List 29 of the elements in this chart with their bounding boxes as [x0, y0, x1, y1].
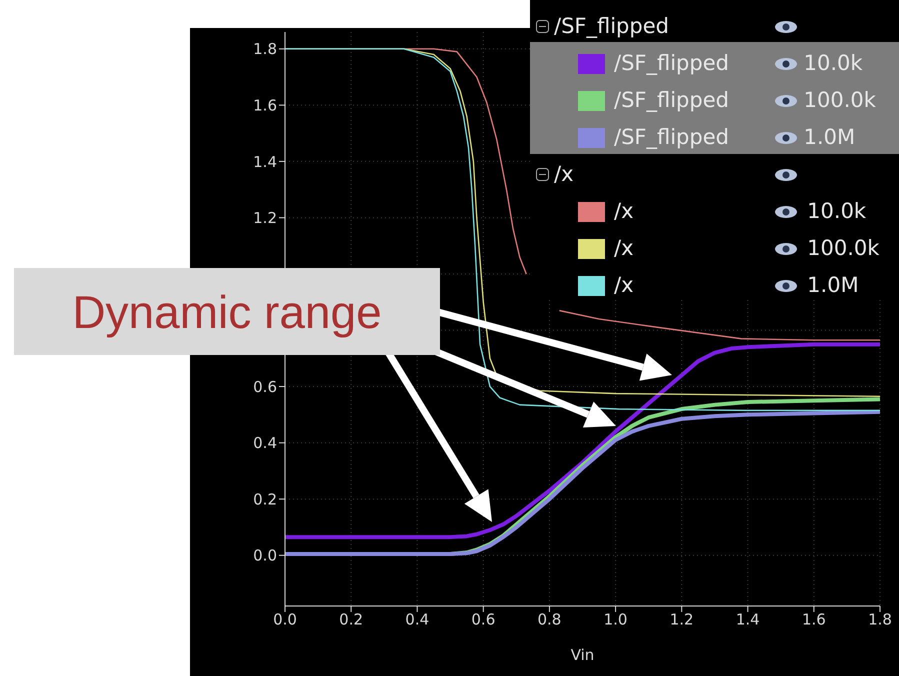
annotation: Dynamic range: [14, 268, 440, 355]
y-tick-label: 0.4: [253, 434, 277, 452]
annotation: /x: [554, 162, 574, 186]
y-tick-label: 1.4: [253, 152, 277, 171]
x-tick-label: 0.6: [471, 610, 496, 629]
x-tick-label: 1.0: [604, 610, 628, 629]
x-tick-label: 0.8: [538, 610, 562, 629]
x-tick-label: 1.6: [802, 610, 826, 629]
x-tick-label: 1.4: [736, 610, 760, 629]
annotation: /SF_flipped: [554, 14, 669, 38]
legend-label: /x 1.0M: [614, 273, 859, 297]
y-tick-label: 0.6: [253, 378, 277, 396]
y-tick-label: 0.0: [253, 546, 277, 565]
y-tick-label: 1.6: [253, 96, 277, 114]
legend-label: /SF_flipped 10.0k: [614, 51, 863, 75]
y-tick-label: 1.8: [253, 40, 277, 58]
legend-label: /SF_flipped 100.0k: [614, 88, 876, 112]
legend-label: /SF_flipped 1.0M: [614, 125, 856, 149]
y-tick-label: 0.2: [253, 490, 277, 508]
x-tick-label: 0.4: [405, 610, 430, 629]
x-tick-label: 1.2: [670, 610, 694, 629]
x-tick-label: 0.2: [339, 610, 364, 629]
line-series: [285, 342, 880, 540]
legend-label: /x 10.0k: [614, 199, 866, 223]
y-tick-label: 1.2: [253, 209, 277, 228]
x-axis-title: Vin: [570, 646, 594, 664]
legend-label: /x 100.0k: [614, 236, 880, 260]
x-tick-label: 1.8: [868, 610, 892, 629]
x-tick-label: 0.0: [273, 610, 297, 629]
